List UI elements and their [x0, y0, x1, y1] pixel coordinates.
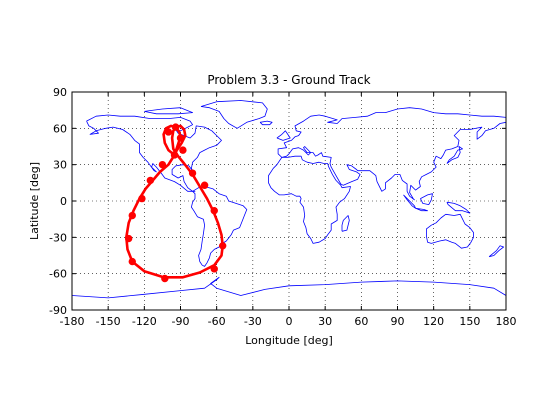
ground-track-marker	[158, 160, 167, 169]
x-tick-label: 90	[391, 315, 405, 328]
ground-track-marker	[138, 194, 146, 203]
coastline	[341, 215, 350, 232]
x-tick-label: -60	[208, 315, 226, 328]
ground-track-marker	[128, 257, 136, 266]
y-tick-label: 30	[53, 159, 67, 172]
y-tick-label: 60	[53, 122, 67, 135]
x-tick-label: -150	[96, 315, 121, 328]
coastline	[268, 155, 351, 244]
y-tick-label: 90	[53, 86, 67, 99]
ground-track-marker	[210, 206, 218, 215]
chart-title: Problem 3.3 - Ground Track	[207, 73, 370, 87]
ground-track-marker	[179, 146, 187, 154]
x-axis-label: Longitude [deg]	[245, 334, 333, 347]
coastline	[446, 201, 471, 214]
ground-track-marker	[146, 176, 155, 185]
coastline	[277, 107, 507, 201]
x-tick-label: 60	[354, 315, 368, 328]
x-tick-label: 180	[496, 315, 517, 328]
x-tick-label: 120	[423, 315, 444, 328]
y-axis-label: Latitude [deg]	[28, 162, 41, 240]
y-tick-label: -30	[49, 231, 67, 244]
x-tick-label: -30	[244, 315, 262, 328]
coastline	[488, 245, 504, 258]
ground-track-marker	[176, 134, 185, 142]
x-tick-label: -90	[172, 315, 190, 328]
coastline	[446, 146, 463, 164]
coastline	[144, 107, 193, 115]
x-tick-label: -120	[132, 315, 157, 328]
coastline	[426, 213, 474, 249]
y-tick-label: -60	[49, 268, 67, 281]
ground-track-marker	[188, 169, 197, 177]
ground-track-marker	[200, 181, 209, 189]
coastline	[420, 193, 433, 205]
coastlines	[71, 100, 507, 299]
x-tick-label: 150	[459, 315, 480, 328]
coastline	[71, 276, 507, 299]
x-tick-label: -180	[60, 315, 85, 328]
ground-track-marker	[218, 242, 227, 250]
coastline	[200, 100, 268, 129]
coastline	[276, 130, 291, 141]
x-tick-label: 0	[286, 315, 293, 328]
ground-track-marker	[164, 128, 173, 136]
coastline	[415, 207, 428, 212]
ground-track	[124, 123, 227, 283]
ground-track-marker	[161, 274, 169, 283]
ground-track-marker	[128, 211, 136, 220]
ticks: -180 -150 -120 -90 -60 -30 0 30 60 90 120 150 180 90 6…	[49, 86, 516, 328]
x-tick-label: 30	[318, 315, 332, 328]
ground-track-marker	[210, 265, 218, 273]
y-tick-label: -90	[49, 304, 67, 317]
ground-track-marker	[171, 123, 180, 131]
y-tick-label: 0	[60, 195, 67, 208]
ground-track-marker	[124, 234, 133, 243]
coastline	[191, 186, 248, 267]
ground-track-marker	[170, 151, 179, 159]
coastline	[259, 120, 273, 126]
